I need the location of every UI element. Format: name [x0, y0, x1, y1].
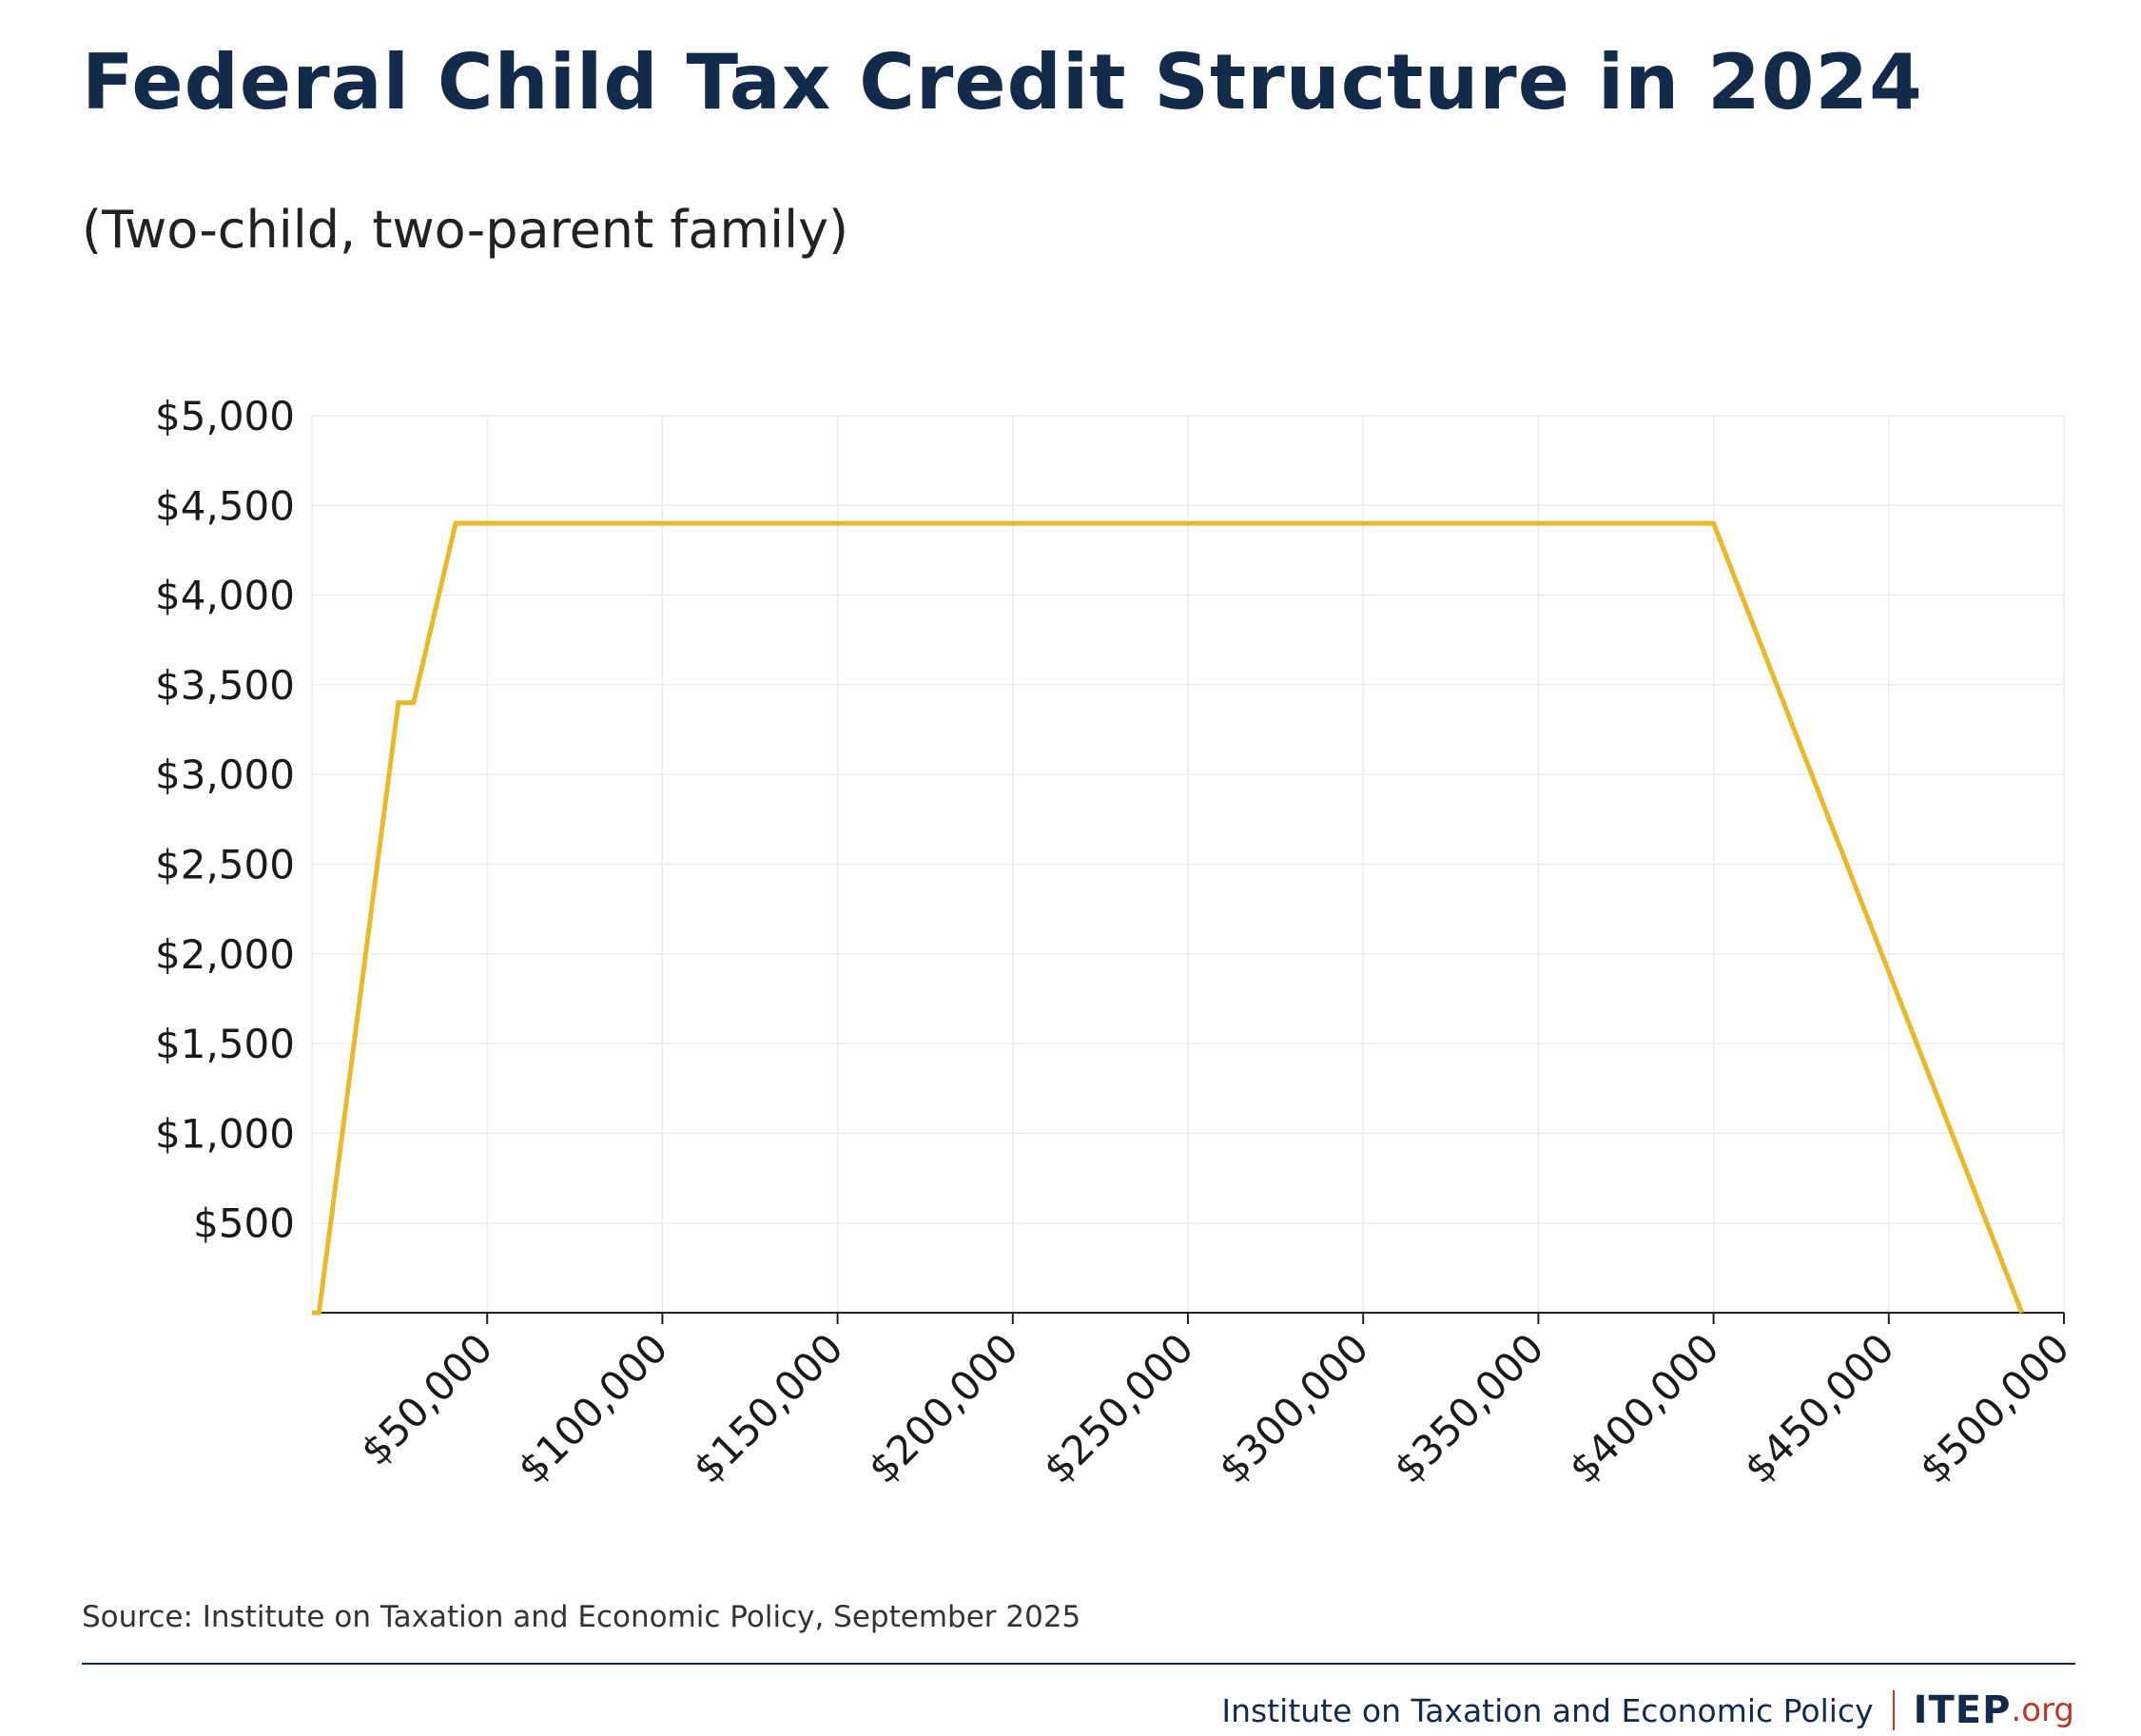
x-tick-label: $450,000 [1736, 1324, 1903, 1492]
footer-separator [1892, 1690, 1895, 1730]
x-tick-label: $350,000 [1385, 1324, 1552, 1492]
y-tick-label: $5,000 [155, 393, 295, 439]
y-tick-label: $4,000 [155, 573, 295, 619]
footer-divider-line [82, 1663, 2075, 1665]
x-tick-label: $50,000 [352, 1324, 501, 1473]
y-tick-label: $1,500 [155, 1021, 295, 1067]
x-tick-label: $100,000 [509, 1324, 676, 1492]
x-tick-label: $400,000 [1560, 1324, 1727, 1492]
x-tick-label: $250,000 [1035, 1324, 1202, 1492]
footer-org-name: Institute on Taxation and Economic Polic… [1221, 1691, 1874, 1729]
y-tick-label: $2,500 [155, 842, 295, 888]
chart-subtitle: (Two-child, two-parent family) [82, 200, 849, 260]
y-tick-label: $3,500 [155, 662, 295, 709]
chart-title: Federal Child Tax Credit Structure in 20… [82, 38, 1923, 127]
series-line [312, 520, 2025, 1316]
source-note: Source: Institute on Taxation and Econom… [82, 1600, 1081, 1634]
x-tick-label: $150,000 [684, 1324, 851, 1492]
x-tick-label: $500,000 [1911, 1324, 2078, 1492]
y-tick-label: $1,000 [155, 1110, 295, 1157]
itep-logo-domain: .org [2011, 1691, 2074, 1729]
x-tick-label: $300,000 [1210, 1324, 1377, 1492]
y-tick-label: $500 [193, 1200, 295, 1247]
itep-logo-text: ITEP [1913, 1688, 2012, 1732]
y-tick-label: $3,000 [155, 751, 295, 798]
y-tick-label: $4,500 [155, 482, 295, 529]
y-tick-label: $2,000 [155, 931, 295, 978]
footer: Institute on Taxation and Economic Polic… [1221, 1688, 2074, 1732]
x-tick-label: $200,000 [860, 1324, 1027, 1492]
